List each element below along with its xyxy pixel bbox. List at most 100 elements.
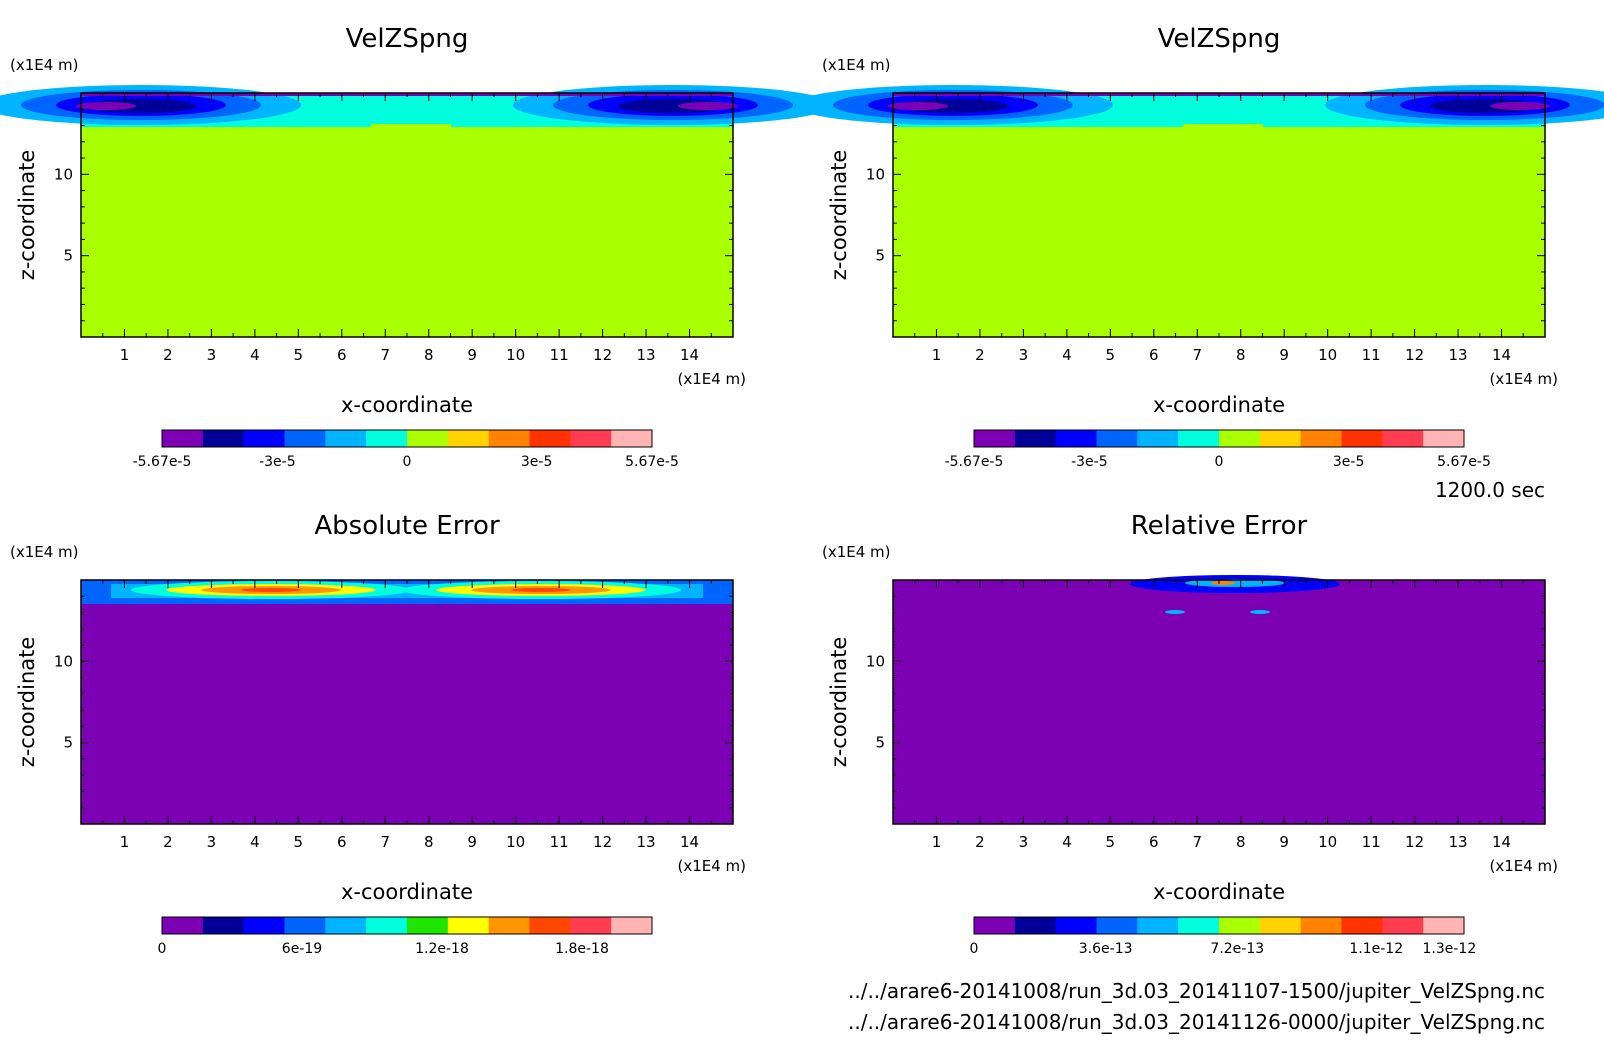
colorbar-swatch <box>1137 917 1179 934</box>
x-tick-label: 11 <box>550 346 569 364</box>
x-tick-label: 12 <box>1405 833 1424 851</box>
x-tick-label: 7 <box>1192 346 1202 364</box>
chart-panel-1: VelZSpng(x1E4 m)1 2 3 4 5 6 7 8 9 10 11 12 13 14510(x… <box>0 24 833 470</box>
colorbar-swatch <box>1178 430 1220 447</box>
colorbar-swatch <box>202 430 245 447</box>
x-tick-label: 3 <box>1019 833 1029 851</box>
colorbar-label: 1.2e-18 <box>415 941 469 957</box>
colorbar-label: 6e-19 <box>282 941 322 957</box>
colorbar-swatch <box>1382 917 1424 934</box>
field-contour-purple <box>888 102 948 110</box>
colorbar-swatch <box>1300 430 1342 447</box>
x-unit-label: (x1E4 m) <box>677 370 746 388</box>
colorbar-swatch <box>1423 917 1465 934</box>
x-tick-label: 9 <box>1279 833 1289 851</box>
colorbar-swatch <box>407 430 449 447</box>
x-tick-label: 1 <box>932 833 942 851</box>
y-tick-label: 10 <box>866 652 885 670</box>
colorbar-swatch <box>974 917 1016 934</box>
y-tick-label: 10 <box>54 165 73 183</box>
colorbar-frame <box>161 916 653 935</box>
colorbar-swatch <box>1341 430 1383 447</box>
colorbar-swatch <box>1014 917 1057 934</box>
x-tick-label: 2 <box>163 833 173 851</box>
x-axis-label: x-coordinate <box>341 880 473 904</box>
x-tick-label: 13 <box>637 833 656 851</box>
x-tick-label: 5 <box>294 346 304 364</box>
colorbar-swatch <box>284 917 326 934</box>
x-tick-label: 9 <box>467 346 477 364</box>
colorbar-swatch <box>1137 430 1179 447</box>
x-tick-label: 6 <box>337 346 347 364</box>
colorbar-swatch <box>366 917 408 934</box>
colorbar-swatch <box>529 917 571 934</box>
x-tick-label: 4 <box>1062 346 1072 364</box>
colorbar-swatch <box>407 917 449 934</box>
file-path-1: ../../arare6-20141008/run_3d.03_20141107… <box>848 979 1545 1003</box>
x-tick-label: 6 <box>1149 346 1159 364</box>
colorbar-label: 0 <box>158 941 167 957</box>
time-label: 1200.0 sec <box>1435 478 1545 502</box>
x-tick-label: 5 <box>294 833 304 851</box>
x-tick-label: 1 <box>120 346 130 364</box>
colorbar-swatch <box>1300 917 1342 934</box>
colorbar-frame <box>161 429 653 448</box>
field-contour-purple <box>76 102 136 110</box>
colorbar-label: 3e-5 <box>1333 454 1364 470</box>
colorbar-swatch <box>243 917 285 934</box>
colorbar-label: 0 <box>403 454 412 470</box>
colorbar-swatch <box>974 430 1016 447</box>
colorbar-swatch <box>488 430 530 447</box>
x-tick-label: 7 <box>380 346 390 364</box>
y-unit-label: (x1E4 m) <box>10 56 79 74</box>
x-tick-label: 7 <box>380 833 390 851</box>
y-axis-label: z-coordinate <box>15 637 39 768</box>
colorbar-label: -5.67e-5 <box>945 454 1004 470</box>
x-tick-label: 1 <box>932 346 942 364</box>
chart-title: Relative Error <box>1131 511 1308 541</box>
chart-panel-4: Relative Error(x1E4 m)1 2 3 4 5 6 7 8 9 10 11 12 13 1… <box>822 511 1558 957</box>
x-tick-label: 8 <box>1236 346 1246 364</box>
y-tick-label: 5 <box>875 247 885 265</box>
x-tick-label: 12 <box>593 833 612 851</box>
y-axis-label: z-coordinate <box>827 637 851 768</box>
colorbar-swatch <box>1055 917 1097 934</box>
colorbar-swatch <box>162 917 204 934</box>
x-tick-label: 10 <box>1318 346 1337 364</box>
colorbar-swatch <box>488 917 530 934</box>
y-unit-label: (x1E4 m) <box>822 56 891 74</box>
colorbar-swatch <box>325 430 367 447</box>
colorbar-swatch <box>529 430 571 447</box>
field-background <box>81 93 733 337</box>
colorbar-swatch <box>1382 430 1424 447</box>
x-tick-label: 8 <box>1236 833 1246 851</box>
colorbar-label: 7.2e-13 <box>1210 941 1264 957</box>
x-tick-label: 2 <box>975 833 985 851</box>
x-tick-label: 10 <box>506 833 525 851</box>
x-tick-label: 13 <box>1449 346 1468 364</box>
colorbar-swatch <box>162 430 204 447</box>
x-unit-label: (x1E4 m) <box>1489 370 1558 388</box>
chart-title: VelZSpng <box>346 24 469 54</box>
x-tick-label: 5 <box>1106 833 1116 851</box>
x-unit-label: (x1E4 m) <box>1489 857 1558 875</box>
x-unit-label: (x1E4 m) <box>677 857 746 875</box>
colorbar-swatch <box>202 917 245 934</box>
x-tick-label: 4 <box>250 346 260 364</box>
colorbar-label: 0 <box>970 941 979 957</box>
field-background <box>893 580 1545 824</box>
x-tick-label: 9 <box>1279 346 1289 364</box>
field-blob-right <box>1250 610 1270 614</box>
colorbar-swatch <box>1219 917 1261 934</box>
x-tick-label: 11 <box>1362 833 1381 851</box>
colorbar-swatch <box>1259 917 1302 934</box>
colorbar-swatch <box>447 430 490 447</box>
x-tick-label: 4 <box>1062 833 1072 851</box>
x-tick-label: 10 <box>1318 833 1337 851</box>
colorbar-frame <box>973 916 1465 935</box>
field-background <box>893 93 1545 337</box>
colorbar-swatch <box>1055 430 1097 447</box>
field-background <box>81 580 733 824</box>
colorbar-frame <box>973 429 1465 448</box>
y-tick-label: 5 <box>63 247 73 265</box>
